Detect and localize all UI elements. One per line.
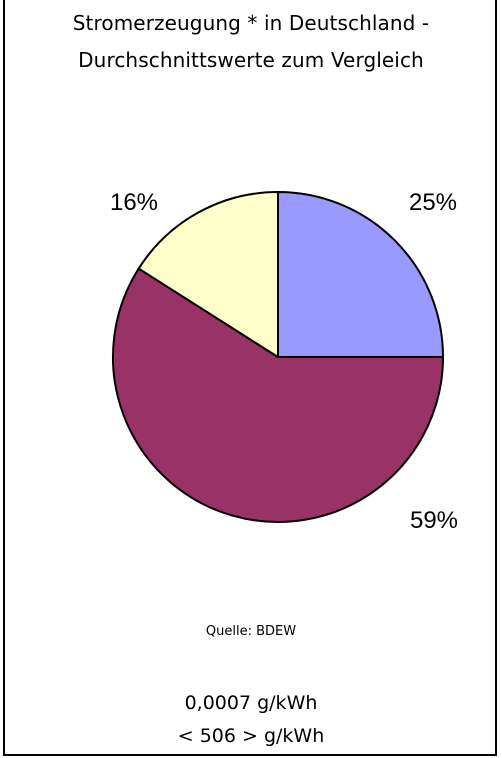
emission-value-1: 0,0007 g/kWh [184, 692, 318, 714]
pie-slice-25 [277, 191, 444, 358]
chart-frame [3, 0, 497, 756]
slice-label-25: 25% [409, 189, 457, 216]
slice-label-16: 16% [110, 189, 158, 216]
source-note: Quelle: BDEW [205, 624, 297, 639]
chart-title: Stromerzeugung * in Deutschland - [72, 11, 430, 35]
slice-label-59: 59% [410, 507, 458, 534]
pie-slice-16 [137, 191, 279, 358]
emission-value-2: < 506 > g/kWh [177, 725, 325, 747]
chart-subtitle: Durchschnittswerte zum Vergleich [78, 48, 424, 72]
pie-slice-59 [112, 267, 444, 523]
